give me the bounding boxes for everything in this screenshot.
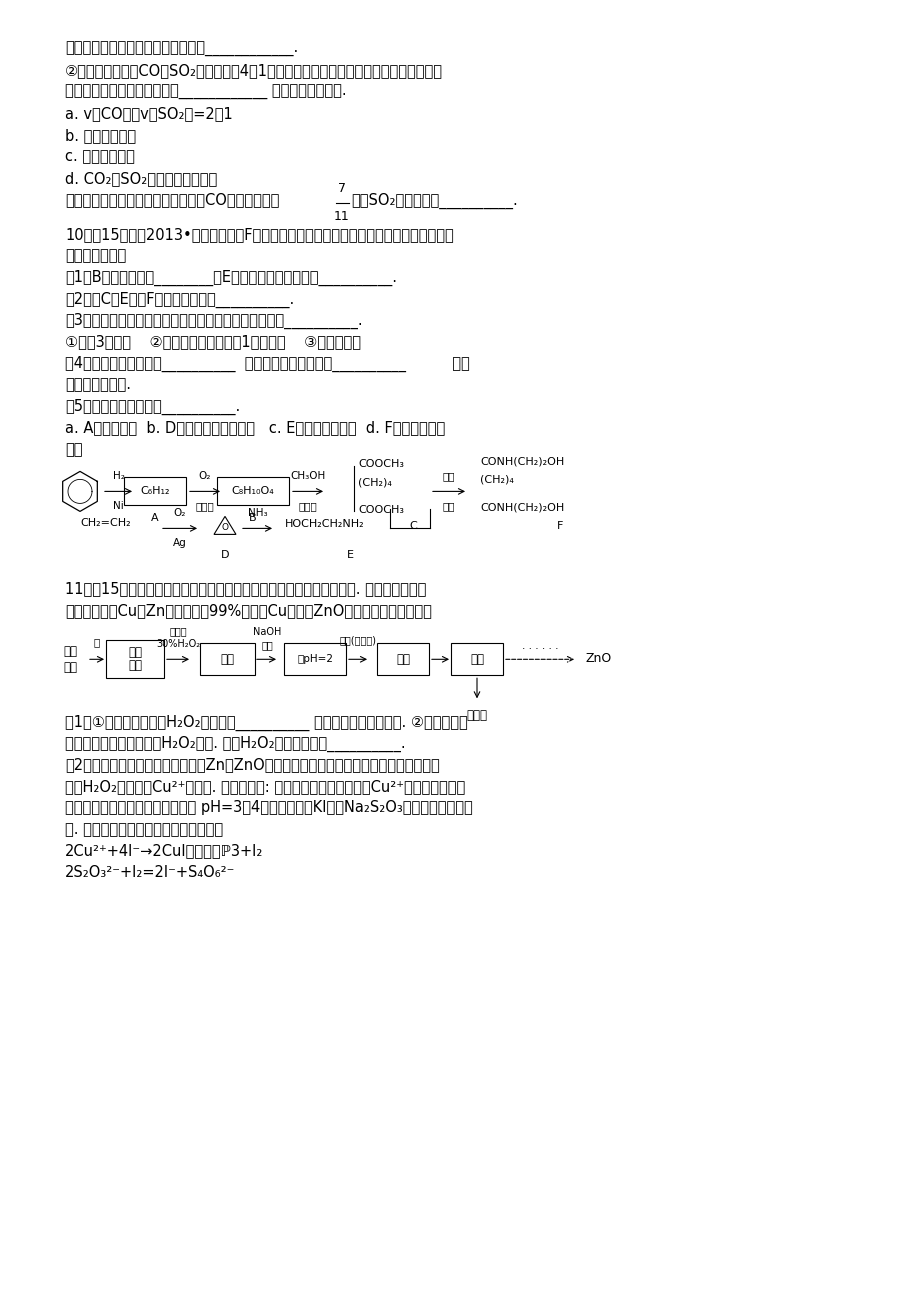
Text: a. A属于饱和烃  b. D与乙醛的分子式相同   c. E不能与盐酸反应  d. F可以发生酯化: a. A属于饱和烃 b. D与乙醛的分子式相同 c. E不能与盐酸反应 d. F… — [65, 421, 445, 435]
Text: 铜帽: 铜帽 — [62, 661, 77, 674]
Text: D: D — [221, 551, 229, 560]
Text: 除去H₂O₂后溶液中Cu²⁺的含量. 实验操作为: 准确量取一定体积的含有Cu²⁺的溶液于带塞锥: 除去H₂O₂后溶液中Cu²⁺的含量. 实验操作为: 准确量取一定体积的含有Cu²… — [65, 779, 465, 794]
Text: CH₃OH: CH₃OH — [290, 471, 325, 482]
Text: 则治理烟道气反应的热化学方程式为____________.: 则治理烟道气反应的热化学方程式为____________. — [65, 42, 298, 57]
FancyBboxPatch shape — [124, 478, 186, 505]
Text: 点. 上述过程中反应的离子方程式如下：: 点. 上述过程中反应的离子方程式如下： — [65, 822, 223, 837]
Text: CONH(CH₂)₂OH: CONH(CH₂)₂OH — [480, 457, 563, 466]
Text: c. 气体密度不变: c. 气体密度不变 — [65, 150, 135, 164]
Text: 调pH=2: 调pH=2 — [297, 655, 333, 664]
Text: （1）①铜帽溶解时加入H₂O₂的目的是__________ （用化学方程式表示）. ②铜帽溶解完: （1）①铜帽溶解时加入H₂O₂的目的是__________ （用化学方程式表示）… — [65, 715, 467, 730]
Text: 10．（15分）（2013•安徽）有机物F是一种新型涂料固化剂，可由下列路线合成（部分反: 10．（15分）（2013•安徽）有机物F是一种新型涂料固化剂，可由下列路线合成… — [65, 227, 453, 242]
Text: 催化剂: 催化剂 — [299, 501, 317, 512]
FancyBboxPatch shape — [377, 643, 428, 676]
Text: 溶解: 溶解 — [220, 652, 233, 665]
Text: B: B — [249, 513, 256, 523]
Text: 锌灰(稍过量): 锌灰(稍过量) — [339, 635, 376, 646]
Text: CONH(CH₂)₂OH: CONH(CH₂)₂OH — [480, 503, 563, 513]
Text: 测得上述反应达平衡时，混合气体中CO的体积分数为: 测得上述反应达平衡时，混合气体中CO的体积分数为 — [65, 193, 279, 207]
Text: A: A — [151, 513, 159, 523]
Text: 海绵铜: 海绵铜 — [466, 710, 487, 723]
FancyBboxPatch shape — [450, 643, 503, 676]
Text: 2Cu²⁺+4I⁻→2CuI（白色）ℙ3+I₂: 2Cu²⁺+4I⁻→2CuI（白色）ℙ3+I₂ — [65, 844, 263, 858]
Text: 2S₂O₃²⁻+I₂=2I⁻+S₄O₆²⁻: 2S₂O₃²⁻+I₂=2I⁻+S₄O₆²⁻ — [65, 865, 235, 880]
Text: C₆H₁₂: C₆H₁₂ — [140, 487, 170, 496]
FancyBboxPatch shape — [217, 478, 289, 505]
Text: O: O — [221, 523, 228, 533]
Text: ZnO: ZnO — [584, 652, 610, 665]
Text: （2）由C和E合成F的化学方程式是__________.: （2）由C和E合成F的化学方程式是__________. — [65, 292, 294, 307]
Text: b. 平衡常数不变: b. 平衡常数不变 — [65, 128, 136, 143]
Text: 催化剂: 催化剂 — [196, 501, 214, 512]
FancyBboxPatch shape — [284, 643, 346, 676]
Text: C: C — [409, 521, 416, 531]
Text: F: F — [556, 521, 562, 531]
Text: 11．（15分）废弃物的综合利用既有利于节约资源，又有利于保护环境. 实验室利用废旧: 11．（15分）废弃物的综合利用既有利于节约资源，又有利于保护环境. 实验室利用… — [65, 581, 425, 596]
Text: （4）乙烯在实验室可由__________  （填有机物名称）通过__________          （填: （4）乙烯在实验室可由__________ （填有机物名称）通过________… — [65, 355, 470, 372]
Text: ，则SO₂的转化率为__________.: ，则SO₂的转化率为__________. — [351, 193, 517, 208]
Text: 电池的铜帽（Cu、Zn总含量约为99%）回收Cu并制备ZnO的部分实验过程如下：: 电池的铜帽（Cu、Zn总含量约为99%）回收Cu并制备ZnO的部分实验过程如下： — [65, 603, 431, 618]
Text: O₂: O₂ — [199, 471, 211, 482]
Text: （1）B的结构简式是________；E中含有的官能团名称是__________.: （1）B的结构简式是________；E中含有的官能团名称是__________… — [65, 270, 397, 286]
Text: (CH₂)₄: (CH₂)₄ — [480, 474, 514, 484]
Text: Ni: Ni — [113, 501, 124, 512]
Text: ②一定条件下，将CO与SO₂以体积比为4：1置于恒容密闭容器中发生上述反应，下列选项: ②一定条件下，将CO与SO₂以体积比为4：1置于恒容密闭容器中发生上述反应，下列… — [65, 64, 443, 78]
FancyBboxPatch shape — [199, 643, 255, 676]
Text: 超声: 超声 — [128, 659, 142, 672]
Text: H₂: H₂ — [112, 471, 124, 482]
Text: · · · · · ·: · · · · · · — [521, 644, 558, 655]
Text: COOCH₃: COOCH₃ — [357, 460, 403, 470]
Text: （3）同时满足下列条件的苯的同分异构体的结构简式是__________.: （3）同时满足下列条件的苯的同分异构体的结构简式是__________. — [65, 312, 362, 329]
Text: 反应类型）制备.: 反应类型）制备. — [65, 378, 130, 392]
Text: d. CO₂和SO₂的体积比保持不变: d. CO₂和SO₂的体积比保持不变 — [65, 171, 217, 186]
Text: 全后，需将溶液中过量的H₂O₂除去. 除去H₂O₂的简便方法是__________.: 全后，需将溶液中过量的H₂O₂除去. 除去H₂O₂的简便方法是_________… — [65, 736, 405, 753]
Text: 应条件略去）：: 应条件略去）： — [65, 249, 126, 263]
Text: 条件: 条件 — [442, 501, 455, 512]
Text: O₂: O₂ — [174, 508, 186, 518]
Text: a. v（CO）：v（SO₂）=2：1: a. v（CO）：v（SO₂）=2：1 — [65, 107, 233, 121]
Text: 电池: 电池 — [62, 644, 77, 658]
Text: E: E — [346, 551, 353, 560]
Text: 过滤: 过滤 — [470, 652, 483, 665]
Text: 清洗: 清洗 — [128, 647, 142, 660]
Text: 11: 11 — [334, 210, 349, 223]
Text: HOCH₂CH₂NH₂: HOCH₂CH₂NH₂ — [285, 519, 364, 530]
Text: 反应: 反应 — [395, 652, 410, 665]
Text: 一定: 一定 — [442, 471, 455, 482]
Text: 30%H₂O₂: 30%H₂O₂ — [155, 639, 199, 650]
Text: NaOH: NaOH — [253, 628, 281, 637]
Text: Ag: Ag — [173, 539, 187, 548]
Text: 溶液: 溶液 — [261, 641, 273, 650]
Text: (CH₂)₄: (CH₂)₄ — [357, 478, 391, 487]
Text: （5）下列说法正确的是__________.: （5）下列说法正确的是__________. — [65, 398, 240, 415]
Text: 能说明反应达到平衡状态的是____________ （填写字母序号）.: 能说明反应达到平衡状态的是____________ （填写字母序号）. — [65, 85, 346, 100]
Text: 水: 水 — [94, 637, 100, 647]
Text: （2）为确定加入锌灰（主要成分为Zn、ZnO，杂质为铁及其氧化物）的量，实验中需测定: （2）为确定加入锌灰（主要成分为Zn、ZnO，杂质为铁及其氧化物）的量，实验中需… — [65, 758, 439, 772]
Text: 7: 7 — [337, 182, 346, 195]
FancyBboxPatch shape — [106, 641, 164, 678]
Text: C₈H₁₀O₄: C₈H₁₀O₄ — [232, 487, 274, 496]
Text: 形瓶中，加适量水稀释，调节溶液 pH=3～4，加入过量的KI，用Na₂S₂O₃标准溶液滴定至终: 形瓶中，加适量水稀释，调节溶液 pH=3～4，加入过量的KI，用Na₂S₂O₃标… — [65, 801, 472, 815]
Text: COOCH₃: COOCH₃ — [357, 505, 403, 516]
Text: NH₃: NH₃ — [247, 508, 267, 518]
Text: CH₂=CH₂: CH₂=CH₂ — [80, 518, 130, 529]
Text: 反应: 反应 — [65, 441, 83, 457]
Text: 稀硫酸: 稀硫酸 — [169, 626, 187, 637]
Text: ①含有3个双键    ②核磁共振氢谱只显示1个吸收峰    ③不存在甲基: ①含有3个双键 ②核磁共振氢谱只显示1个吸收峰 ③不存在甲基 — [65, 335, 360, 349]
